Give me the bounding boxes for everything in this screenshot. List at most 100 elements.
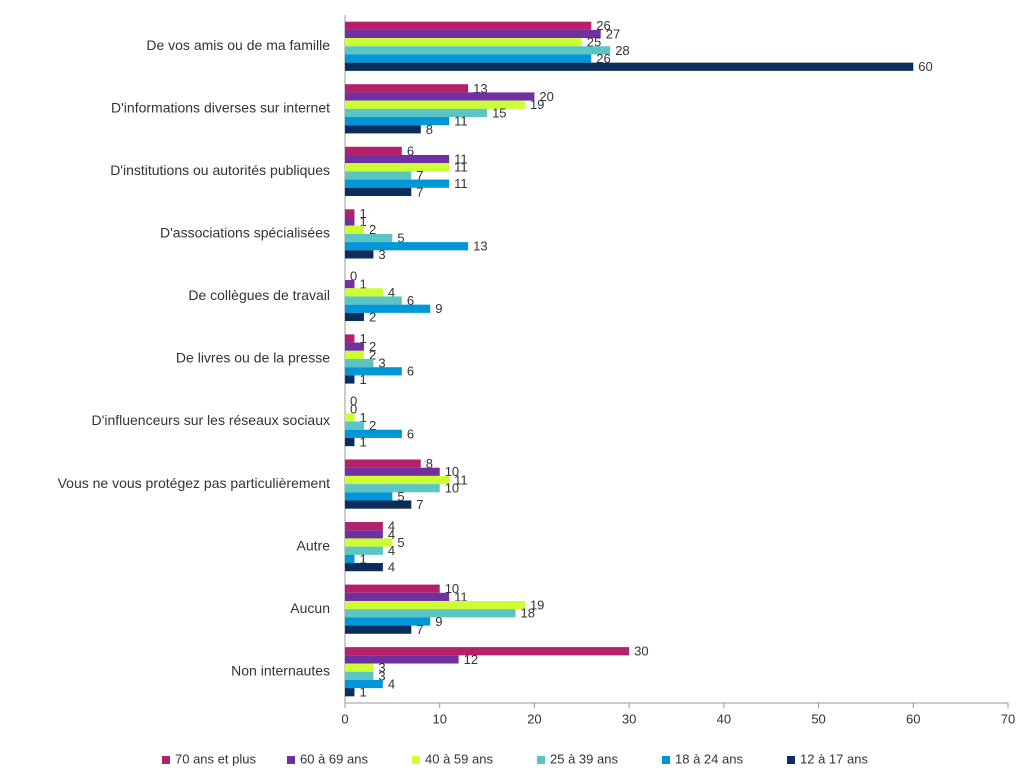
legend-label: 18 à 24 ans (675, 751, 743, 766)
legend-marker (162, 756, 170, 764)
category-label: De livres ou de la presse (176, 350, 330, 366)
value-label: 7 (416, 622, 423, 637)
bar (345, 467, 440, 476)
bar (345, 334, 355, 343)
value-label: 20 (539, 89, 553, 104)
value-label: 9 (435, 614, 442, 629)
legend-label: 12 à 17 ans (800, 751, 868, 766)
bar (345, 125, 421, 134)
value-label: 11 (454, 152, 468, 167)
bar (345, 625, 412, 634)
value-label: 1 (359, 410, 366, 425)
value-label: 3 (378, 668, 385, 683)
bar (345, 233, 393, 243)
value-label: 7 (416, 497, 423, 512)
value-label: 10 (445, 481, 459, 496)
value-label: 1 (359, 214, 366, 229)
legend-marker (287, 756, 295, 764)
value-label: 6 (407, 293, 414, 308)
bar (345, 312, 364, 322)
value-label: 60 (918, 59, 932, 74)
category-label: De vos amis ou de ma famille (146, 37, 330, 53)
legend-label: 40 à 59 ans (425, 751, 493, 766)
bar (345, 546, 383, 555)
value-label: 1 (359, 331, 366, 346)
bar (345, 296, 402, 305)
value-label: 1 (359, 372, 366, 387)
value-label: 7 (416, 168, 423, 183)
bar (345, 21, 592, 30)
bar (345, 108, 488, 118)
bar (345, 342, 364, 351)
value-label: 28 (615, 43, 629, 58)
bar (345, 459, 421, 468)
value-label: 11 (454, 160, 468, 175)
x-tick-label: 30 (622, 711, 636, 726)
bar (345, 375, 355, 384)
bar (345, 179, 450, 188)
bar (345, 288, 383, 297)
category-label: De collègues de travail (188, 287, 330, 303)
value-label: 1 (359, 206, 366, 221)
bar (345, 29, 601, 39)
value-label: 6 (407, 426, 414, 441)
bar (345, 437, 355, 447)
bar (345, 413, 355, 422)
bar (345, 217, 355, 226)
value-label: 5 (397, 535, 404, 550)
bar (345, 359, 374, 368)
legend-marker (537, 756, 545, 764)
bar (345, 62, 914, 71)
bar (345, 421, 364, 430)
value-label: 4 (388, 527, 395, 542)
value-label: 13 (473, 81, 487, 96)
value-label: 3 (378, 356, 385, 371)
category-label: Aucun (290, 600, 330, 616)
x-tick-label: 40 (717, 711, 731, 726)
value-label: 6 (407, 364, 414, 379)
bar (345, 304, 431, 313)
value-label: 4 (388, 285, 395, 300)
value-label: 13 (473, 239, 487, 254)
value-label: 2 (369, 339, 376, 354)
bar (345, 154, 450, 164)
bar (345, 187, 412, 196)
legend-label: 60 à 69 ans (300, 751, 368, 766)
bar (345, 617, 431, 626)
value-label: 26 (596, 51, 610, 66)
value-label: 9 (435, 301, 442, 316)
bar (345, 492, 393, 501)
value-label: 19 (530, 97, 544, 112)
x-tick-label: 50 (811, 711, 825, 726)
bar (345, 117, 450, 126)
bar (345, 538, 393, 547)
bar (345, 584, 440, 593)
bar (345, 225, 364, 234)
legend-marker (662, 756, 670, 764)
value-label: 19 (530, 598, 544, 613)
value-label: 5 (397, 489, 404, 504)
value-label: 11 (454, 176, 468, 191)
bar (345, 163, 450, 172)
category-label: Non internautes (231, 662, 330, 678)
bar (345, 522, 383, 531)
bar (345, 679, 383, 689)
value-label: 10 (445, 464, 459, 479)
bar (345, 46, 611, 55)
value-label: 15 (492, 105, 506, 120)
value-label: 27 (606, 26, 620, 41)
bar (345, 530, 383, 539)
bar (345, 84, 469, 93)
value-label: 0 (350, 402, 357, 417)
value-label: 11 (454, 114, 468, 129)
bar (345, 209, 355, 218)
bar (345, 592, 450, 601)
x-tick-label: 10 (432, 711, 446, 726)
value-label: 4 (388, 560, 395, 575)
bar (345, 350, 364, 359)
value-label: 8 (426, 122, 433, 137)
bar (345, 367, 402, 376)
x-tick-label: 60 (906, 711, 920, 726)
legend-marker (787, 756, 795, 764)
